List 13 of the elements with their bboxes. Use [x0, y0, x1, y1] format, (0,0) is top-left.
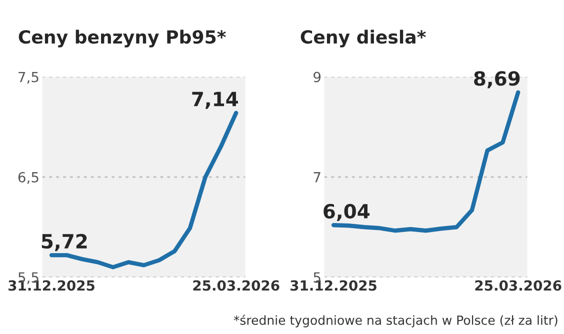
- y-tick-label: 6,5: [18, 172, 38, 184]
- y-tick-label: 7: [314, 172, 320, 182]
- y-tick-label: 7,5: [18, 72, 38, 84]
- x-tick-label: 25.03.2026: [475, 280, 562, 291]
- text: *średnie tygodniowe na stacjach w Polsce (zł za litr): [234, 314, 558, 328]
- data-label: 7,14: [192, 92, 238, 109]
- data-label: 5,72: [42, 234, 87, 252]
- chart-title: Ceny diesla*: [300, 30, 426, 48]
- x-tick-label: 25.03.2026: [193, 280, 280, 291]
- data-label: 8,69: [474, 71, 520, 88]
- y-tick-label: 9: [314, 72, 321, 82]
- chart-title: Ceny benzyny Pb95*: [18, 30, 226, 48]
- data-label: 6,04: [324, 204, 370, 222]
